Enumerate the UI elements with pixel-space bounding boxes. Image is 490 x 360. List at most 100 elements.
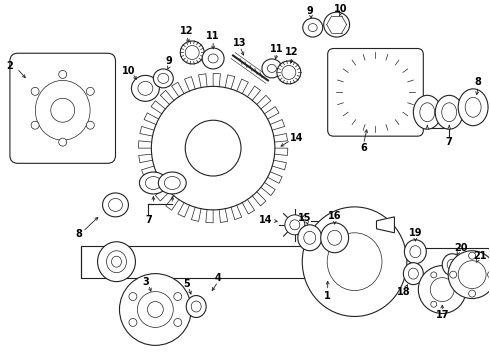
Circle shape — [51, 98, 74, 122]
Ellipse shape — [138, 81, 153, 95]
Ellipse shape — [465, 97, 481, 117]
Circle shape — [59, 138, 67, 146]
Ellipse shape — [414, 95, 441, 129]
Text: 8: 8 — [475, 77, 482, 87]
Text: 7: 7 — [446, 137, 453, 147]
Circle shape — [418, 266, 466, 314]
Circle shape — [59, 71, 67, 78]
Circle shape — [450, 271, 457, 278]
Text: 11: 11 — [270, 44, 284, 54]
Ellipse shape — [153, 69, 173, 88]
Ellipse shape — [442, 103, 457, 122]
Ellipse shape — [408, 268, 418, 279]
Circle shape — [137, 292, 173, 328]
Circle shape — [290, 220, 300, 230]
Ellipse shape — [180, 41, 204, 64]
Text: 9: 9 — [166, 57, 172, 67]
Ellipse shape — [435, 95, 463, 129]
Ellipse shape — [321, 223, 348, 253]
Ellipse shape — [158, 73, 169, 84]
Polygon shape — [376, 217, 394, 233]
Text: 10: 10 — [334, 4, 347, 14]
Ellipse shape — [277, 61, 301, 84]
Text: 7: 7 — [145, 215, 152, 225]
Text: 16: 16 — [328, 211, 342, 221]
Ellipse shape — [98, 242, 135, 282]
Circle shape — [431, 301, 437, 307]
Ellipse shape — [302, 207, 407, 316]
Ellipse shape — [186, 296, 206, 318]
Circle shape — [185, 45, 199, 59]
Ellipse shape — [131, 75, 159, 101]
Circle shape — [468, 252, 476, 259]
Ellipse shape — [308, 24, 317, 32]
Ellipse shape — [410, 246, 421, 258]
Text: 19: 19 — [409, 228, 422, 238]
Ellipse shape — [447, 259, 457, 270]
Ellipse shape — [164, 176, 180, 189]
Text: 10: 10 — [122, 67, 135, 76]
Circle shape — [282, 66, 296, 80]
Ellipse shape — [298, 225, 322, 251]
Circle shape — [31, 121, 39, 129]
Ellipse shape — [303, 18, 323, 37]
Circle shape — [120, 274, 191, 345]
Circle shape — [86, 87, 94, 95]
Text: 21: 21 — [473, 251, 487, 261]
Ellipse shape — [108, 198, 122, 211]
Text: 2: 2 — [6, 62, 13, 71]
Circle shape — [285, 215, 305, 235]
Bar — [81, 246, 308, 278]
Ellipse shape — [158, 172, 186, 194]
Ellipse shape — [304, 231, 316, 244]
Circle shape — [448, 251, 490, 298]
Text: 12: 12 — [285, 48, 298, 58]
Circle shape — [174, 319, 182, 327]
Text: 9: 9 — [306, 6, 313, 15]
Circle shape — [129, 319, 137, 327]
Text: 17: 17 — [436, 310, 449, 320]
Ellipse shape — [442, 254, 462, 276]
Text: 3: 3 — [142, 276, 149, 287]
Circle shape — [431, 272, 437, 278]
Ellipse shape — [403, 263, 423, 285]
Text: 14: 14 — [259, 215, 272, 225]
Ellipse shape — [262, 59, 282, 78]
Ellipse shape — [324, 12, 349, 37]
Circle shape — [151, 86, 275, 210]
Text: 14: 14 — [290, 133, 303, 143]
Circle shape — [354, 71, 397, 114]
Ellipse shape — [191, 301, 201, 312]
Text: 1: 1 — [324, 291, 331, 301]
Circle shape — [129, 293, 137, 301]
Text: 20: 20 — [454, 243, 468, 253]
Ellipse shape — [106, 251, 126, 273]
FancyBboxPatch shape — [10, 53, 116, 163]
FancyBboxPatch shape — [328, 49, 423, 136]
Text: 15: 15 — [298, 213, 312, 223]
Ellipse shape — [146, 176, 161, 189]
Circle shape — [430, 278, 454, 302]
Text: 5: 5 — [183, 279, 190, 289]
Circle shape — [456, 287, 462, 293]
Ellipse shape — [458, 89, 488, 126]
Circle shape — [185, 120, 241, 176]
Ellipse shape — [404, 240, 426, 264]
Text: 18: 18 — [396, 287, 410, 297]
Ellipse shape — [112, 256, 122, 267]
Circle shape — [31, 87, 39, 95]
Text: 12: 12 — [179, 26, 193, 36]
Ellipse shape — [102, 193, 128, 217]
Circle shape — [458, 261, 486, 289]
Text: 4: 4 — [215, 273, 221, 283]
Text: 6: 6 — [360, 143, 367, 153]
Circle shape — [174, 293, 182, 301]
Ellipse shape — [328, 230, 342, 245]
Circle shape — [488, 271, 490, 278]
Text: 8: 8 — [75, 229, 82, 239]
Bar — [402, 248, 489, 274]
Ellipse shape — [202, 48, 224, 69]
Ellipse shape — [420, 103, 435, 122]
Ellipse shape — [35, 80, 90, 140]
Ellipse shape — [140, 172, 167, 194]
